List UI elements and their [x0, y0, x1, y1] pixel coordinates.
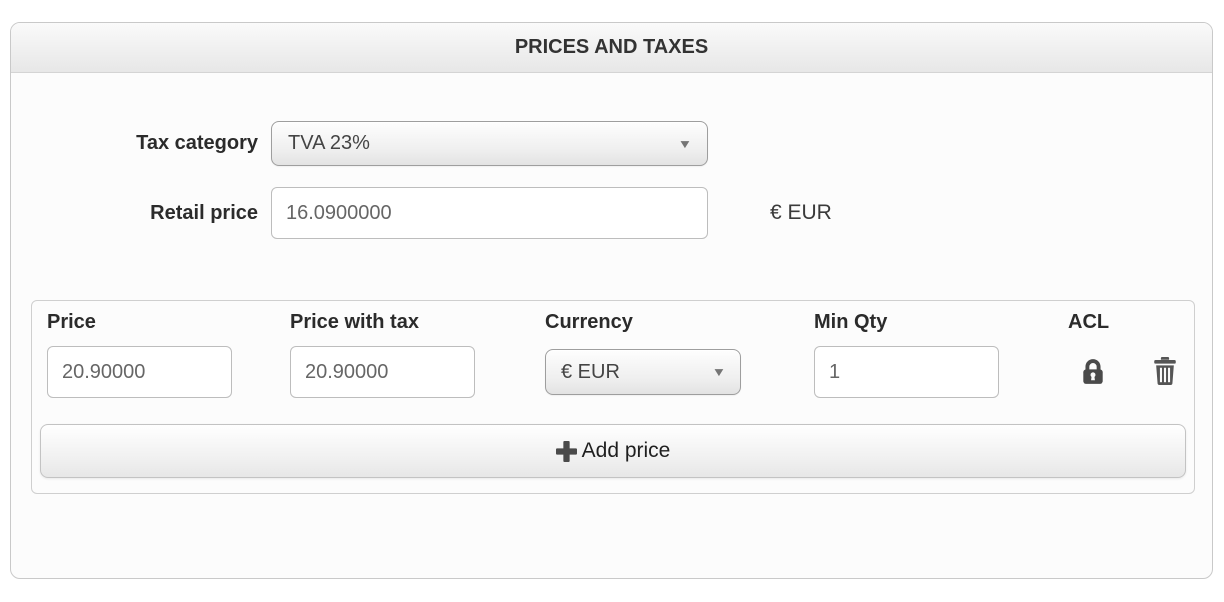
price-with-tax-input[interactable]: [290, 346, 475, 398]
price-with-tax-column: Price with tax: [290, 309, 545, 398]
chevron-down-icon: ▼: [677, 136, 693, 151]
currency-select[interactable]: € EUR ▼: [545, 349, 741, 395]
panel-body: Tax category TVA 23% ▼ Retail price € EU…: [11, 73, 1212, 494]
add-price-label: Add price: [581, 439, 671, 462]
lock-icon: [1080, 357, 1106, 388]
tax-category-selected-value: TVA 23%: [288, 132, 370, 154]
table-row: Price Price with tax Currency € EUR ▼ Mi…: [40, 309, 1186, 398]
acl-column-header: ACL: [1068, 311, 1110, 333]
add-price-button[interactable]: Add price: [40, 424, 1186, 478]
min-qty-column-header: Min Qty: [814, 311, 888, 333]
price-with-tax-column-header: Price with tax: [290, 311, 419, 333]
price-column-header: Price: [47, 311, 96, 333]
acl-actions: [1068, 346, 1186, 398]
price-input[interactable]: [47, 346, 232, 398]
currency-selected-value: € EUR: [561, 360, 620, 383]
tax-category-label: Tax category: [136, 132, 258, 154]
retail-currency-suffix: € EUR: [770, 201, 832, 224]
tax-category-select[interactable]: TVA 23% ▼: [271, 121, 708, 166]
prices-and-taxes-panel: PRICES AND TAXES Tax category TVA 23% ▼ …: [10, 22, 1213, 579]
delete-price-button[interactable]: [1153, 356, 1177, 388]
tax-category-row: Tax category TVA 23% ▼: [11, 121, 1212, 166]
min-qty-input[interactable]: [814, 346, 999, 398]
currency-column: Currency € EUR ▼: [545, 309, 814, 398]
currency-column-header: Currency: [545, 311, 633, 333]
plus-icon: [555, 440, 577, 462]
specific-prices-table: Price Price with tax Currency € EUR ▼ Mi…: [31, 300, 1195, 494]
min-qty-column: Min Qty: [814, 309, 1068, 398]
acl-column: ACL: [1068, 309, 1186, 398]
chevron-down-icon: ▼: [711, 365, 727, 379]
panel-title: PRICES AND TAXES: [11, 23, 1212, 73]
retail-price-input[interactable]: [271, 187, 708, 239]
acl-lock-button[interactable]: [1080, 357, 1106, 388]
price-column: Price: [47, 309, 290, 398]
trash-icon: [1153, 356, 1177, 388]
retail-price-row: Retail price € EUR: [11, 187, 1212, 239]
retail-price-label: Retail price: [150, 201, 258, 224]
